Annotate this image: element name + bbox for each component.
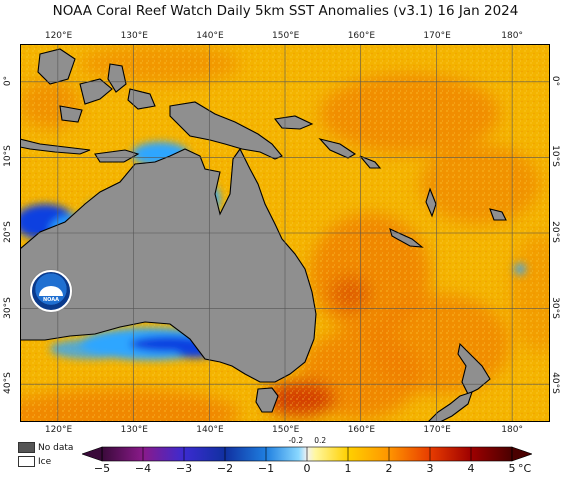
latitude-label: 40°S [3, 372, 13, 395]
latitude-label: 20°S [3, 221, 13, 243]
longitude-label: 180° [501, 31, 523, 41]
colorbar-tick-label: −4 [134, 462, 152, 475]
vanuatu-islands [425, 187, 437, 218]
colorbar-tick-label: 5 [508, 462, 516, 475]
new-guinea-landmass [169, 101, 283, 160]
island [127, 88, 156, 110]
new-zealand-south-island [427, 391, 473, 422]
longitude-label: 130°E [120, 31, 148, 41]
borneo-sulawesi-islands [37, 48, 76, 85]
longitude-label: 140°E [196, 31, 224, 41]
sst-anomaly-map: NOAA [20, 44, 550, 422]
colorbar-tick-label: 3 [426, 462, 434, 475]
map-title: NOAA Coral Reef Watch Daily 5km SST Anom… [52, 3, 519, 19]
latitude-label: 30°S [550, 296, 560, 319]
no-data-swatch [18, 442, 35, 453]
colorbar-tick-label: 4 [467, 462, 475, 475]
longitude-label: 120°E [44, 425, 73, 435]
tasmania-landmass [255, 387, 279, 413]
cool-patch [514, 263, 526, 275]
colorbar-tick-label: −5 [93, 462, 111, 475]
map-frame [20, 44, 550, 422]
colorbar [82, 446, 532, 462]
solomon-islands [359, 155, 382, 169]
new-caledonia-island [389, 228, 424, 248]
longitude-label: 160°E [347, 425, 376, 435]
bismarck-islands [273, 115, 314, 130]
legend-ice-label: Ice [38, 456, 52, 467]
island [79, 78, 113, 105]
ice-swatch [18, 456, 35, 467]
longitude-label: 130°E [120, 425, 148, 435]
latitude-label: 10°S [3, 145, 13, 168]
legend-ice: Ice [18, 456, 51, 467]
solomon-islands [318, 138, 357, 159]
noaa-logo-text: NOAA [42, 297, 60, 303]
longitude-label: 150°E [272, 31, 300, 41]
island [107, 63, 127, 93]
island [59, 105, 83, 123]
colorbar-tick-label: −3 [175, 462, 193, 475]
cool-patch [50, 339, 130, 359]
longitude-label: 170°E [423, 31, 451, 41]
longitude-label: 160°E [347, 31, 376, 41]
latitude-label: 40°S [550, 372, 560, 395]
new-zealand-north-island [457, 342, 491, 395]
legend-no-data-label: No data [38, 442, 74, 453]
latitude-label: 0° [550, 75, 560, 86]
colorbar-min-arrow [82, 446, 103, 462]
fiji-islands [489, 208, 507, 221]
longitude-label: 150°E [272, 425, 300, 435]
australia-landmass [20, 147, 317, 383]
colorbar-threshold-label: 0.2 [314, 436, 327, 445]
longitude-label: 120°E [44, 31, 73, 41]
colorbar-threshold-label: -0.2 [288, 436, 304, 445]
land-layer [20, 48, 507, 422]
longitude-label: 140°E [196, 425, 224, 435]
latitude-label: 30°S [3, 296, 13, 319]
colorbar-unit: °C [518, 462, 532, 475]
timor-island [94, 149, 140, 163]
latitude-label: 0° [3, 75, 13, 86]
longitude-label: 180° [501, 425, 523, 435]
latitude-label: 10°S [550, 145, 560, 168]
colorbar-tick-label: −1 [257, 462, 275, 475]
noaa-bird-icon [39, 286, 63, 296]
longitude-label: 170°E [423, 425, 451, 435]
colorbar-tick-label: −2 [216, 462, 234, 475]
noaa-logo: NOAA [30, 270, 72, 312]
latitude-label: 20°S [550, 221, 560, 243]
colorbar-max-arrow [511, 446, 532, 462]
java-lesser-sunda [20, 138, 91, 155]
colorbar-tick-label: 2 [385, 462, 393, 475]
legend-no-data: No data [18, 442, 73, 453]
colorbar-tick-label: 0 [303, 462, 311, 475]
colorbar-tick-label: 1 [344, 462, 352, 475]
graticule [20, 44, 550, 422]
